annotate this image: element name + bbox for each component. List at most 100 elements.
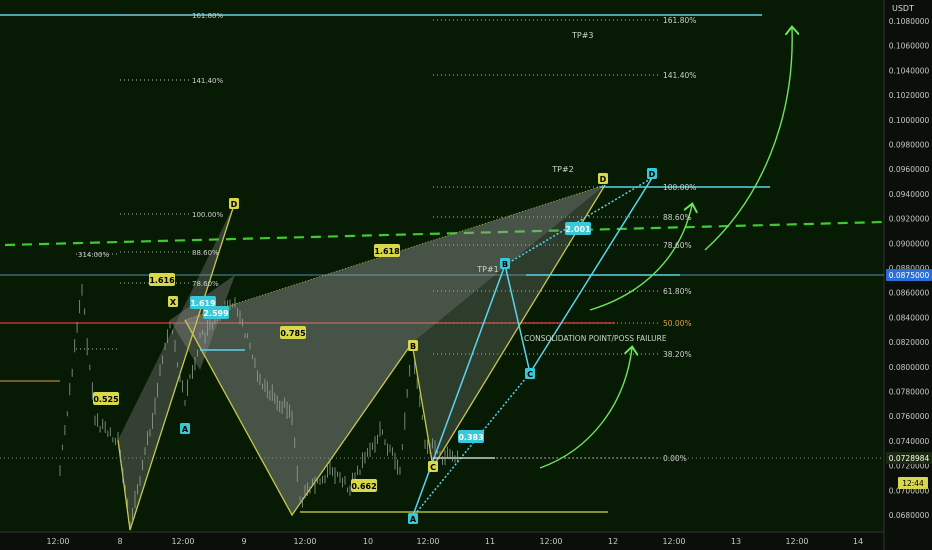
point-label: B (500, 258, 510, 269)
y-tick-label: 0.0980000 (889, 141, 930, 150)
svg-text:0.0875000: 0.0875000 (889, 271, 930, 280)
fib-left-label: 100.00% (192, 211, 223, 219)
annotation-label: TP#2 (551, 165, 574, 174)
y-tick-label: 0.0940000 (889, 190, 930, 199)
ratio-label: 0.785 (280, 326, 306, 339)
x-tick-label: 8 (117, 537, 122, 546)
ratio-label: 0.662 (351, 479, 377, 492)
annotation-label: CONSOLIDATION POINT/POSS FAILURE (524, 334, 667, 343)
fib-right-label: 50.00% (663, 319, 692, 328)
time-axis[interactable] (0, 532, 884, 550)
y-tick-label: 0.0740000 (889, 437, 930, 446)
svg-text:0.662: 0.662 (351, 482, 376, 491)
price-badge: 0.0875000 (886, 269, 932, 281)
svg-text:B: B (410, 342, 416, 351)
svg-text:D: D (600, 175, 607, 184)
svg-text:C: C (527, 370, 533, 379)
ratio-label: 2.001 (565, 222, 591, 235)
svg-text:D: D (649, 170, 656, 179)
svg-text:C: C (430, 463, 436, 472)
fib-right-label: 161.80% (663, 16, 696, 25)
y-tick-label: 0.1000000 (889, 116, 930, 125)
fib-left-label: 141.40% (192, 77, 223, 85)
svg-text:0.383: 0.383 (458, 433, 483, 442)
x-tick-label: 12:00 (171, 537, 194, 546)
svg-text:2.599: 2.599 (203, 309, 229, 318)
x-tick-label: 12:00 (662, 537, 685, 546)
y-tick-label: 0.1060000 (889, 42, 930, 51)
x-tick-label: 12:00 (293, 537, 316, 546)
y-tick-label: 0.0720000 (889, 462, 930, 471)
fib-left-label: 88.60% (192, 249, 219, 257)
candles (59, 283, 458, 527)
point-label: D (598, 173, 608, 184)
svg-text:1.619: 1.619 (190, 299, 216, 308)
svg-text:X: X (170, 298, 177, 307)
point-label: A (180, 423, 190, 434)
projected-path (200, 177, 770, 519)
svg-text:0.525: 0.525 (93, 395, 119, 404)
x-tick-label: 9 (241, 537, 246, 546)
x-tick-label: 13 (731, 537, 741, 546)
svg-text:D: D (231, 200, 238, 209)
x-tick-label: 11 (485, 537, 495, 546)
x-tick-label: 10 (363, 537, 373, 546)
point-label: C (428, 461, 438, 472)
price-badge: 12:44 (898, 477, 928, 489)
ratio-label: 2.599 (203, 306, 229, 319)
y-tick-label: 0.1020000 (889, 91, 930, 100)
point-label: C (525, 368, 535, 379)
y-tick-label: 0.0800000 (889, 363, 930, 372)
point-label: X (168, 296, 178, 307)
x-tick-label: 12:00 (46, 537, 69, 546)
dashed-trend-line (4, 220, 885, 247)
x-tick-label: 14 (853, 537, 863, 546)
point-label: D (229, 198, 239, 209)
svg-text:0.0728984: 0.0728984 (889, 454, 930, 463)
ratio-label: 1.616 (149, 273, 175, 286)
projection-arrows (539, 28, 792, 469)
y-tick-label: 0.0860000 (889, 289, 930, 298)
y-tick-label: 0.0680000 (889, 511, 930, 520)
price-badge: 0.0728984 (886, 452, 932, 464)
fib-left-label: 161.80% (192, 12, 223, 20)
x-tick-label: 12:00 (785, 537, 808, 546)
currency-label: USDT (892, 4, 914, 13)
ratio-label: 1.618 (374, 244, 400, 257)
svg-text:1.618: 1.618 (374, 247, 400, 256)
svg-text:1.616: 1.616 (149, 276, 175, 285)
y-tick-label: 0.0900000 (889, 239, 930, 248)
x-tick-label: 12:00 (539, 537, 562, 546)
annotation-label: TP#3 (571, 31, 594, 40)
svg-text:B: B (502, 260, 508, 269)
ratio-label: 1.619 (190, 296, 216, 309)
y-tick-label: 0.1040000 (889, 66, 930, 75)
fib-left-label: 314.00% (78, 251, 109, 259)
fib-right-label: 141.40% (663, 71, 696, 80)
y-tick-label: 0.0880000 (889, 264, 930, 273)
x-tick-label: 12 (608, 537, 618, 546)
y-tick-label: 0.0780000 (889, 388, 930, 397)
svg-text:A: A (182, 425, 189, 434)
point-label: B (408, 340, 418, 351)
y-tick-label: 0.1080000 (889, 17, 930, 26)
point-label: D (647, 168, 657, 179)
point-label: A (408, 513, 418, 524)
svg-text:2.001: 2.001 (565, 225, 591, 234)
y-tick-label: 0.0960000 (889, 165, 930, 174)
svg-text:0.785: 0.785 (280, 329, 306, 338)
fib-right-label: 88.60% (663, 213, 692, 222)
fib-right-label: 38.20% (663, 350, 692, 359)
svg-text:12:44: 12:44 (902, 479, 924, 488)
fib-right-label: 78.60% (663, 241, 692, 250)
fib-right-label: 0.00% (663, 454, 687, 463)
svg-text:A: A (410, 515, 417, 524)
x-tick-label: 12:00 (416, 537, 439, 546)
fib-right-label: 61.80% (663, 287, 692, 296)
y-tick-label: 0.0700000 (889, 486, 930, 495)
fib-right-label: 100.00% (663, 183, 696, 192)
y-tick-label: 0.0760000 (889, 412, 930, 421)
ratio-label: 0.525 (93, 392, 119, 405)
